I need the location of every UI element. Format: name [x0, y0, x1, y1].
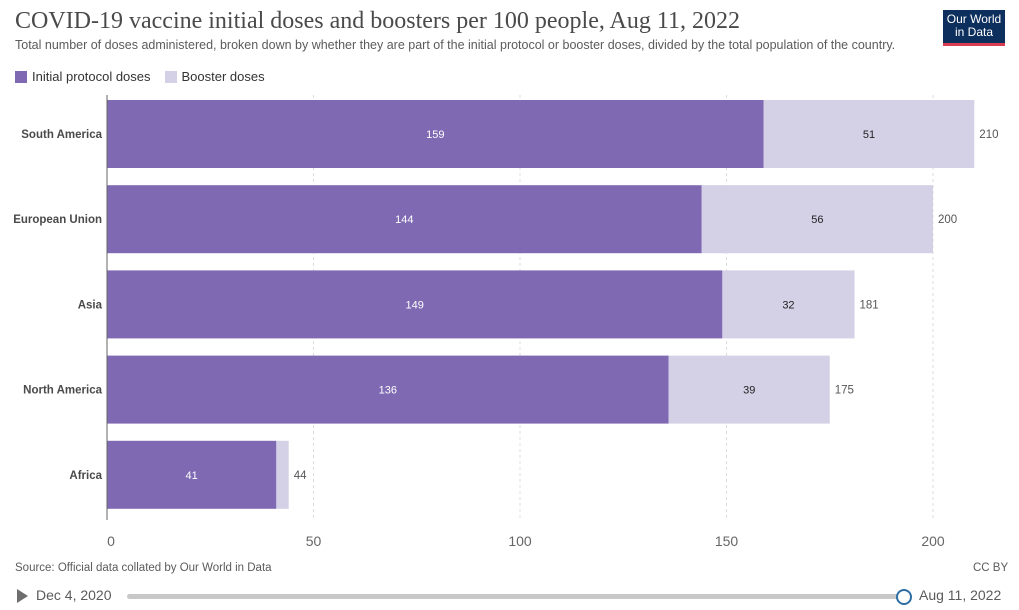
bar-south-america-initial[interactable]: [107, 100, 764, 168]
legend-label-booster: Booster doses: [181, 69, 265, 84]
legend-swatch-booster: [164, 70, 177, 83]
license-link[interactable]: CC BY: [973, 562, 1009, 574]
bar-label-north-america-booster: 39: [743, 385, 755, 397]
total-label-south-america: 210: [979, 129, 998, 141]
x-tick-label-50: 50: [306, 533, 322, 549]
category-label-africa: Africa: [69, 470, 102, 482]
owid-logo[interactable]: Our World in Data: [943, 10, 1005, 46]
total-label-asia: 181: [860, 299, 879, 311]
bar-label-north-america-initial: 136: [379, 385, 397, 397]
bar-asia-booster[interactable]: [722, 270, 855, 339]
chart-title: COVID-19 vaccine initial doses and boost…: [15, 8, 740, 34]
total-label-north-america: 175: [835, 385, 854, 397]
bar-european-union-initial[interactable]: [107, 185, 702, 254]
bar-north-america-initial[interactable]: [107, 355, 669, 424]
x-tick-label-200: 200: [921, 533, 945, 549]
timeline-start-label[interactable]: Dec 4, 2020: [36, 587, 112, 603]
bar-label-asia-initial: 149: [406, 299, 424, 311]
bar-asia-initial[interactable]: [107, 270, 723, 339]
legend: Initial protocol doses Booster doses: [15, 69, 279, 84]
bar-label-south-america-initial: 159: [426, 129, 444, 141]
timeline-end-label[interactable]: Aug 11, 2022: [919, 587, 1002, 603]
source-note: Source: Official data collated by Our Wo…: [15, 562, 272, 574]
total-label-european-union: 200: [938, 214, 957, 226]
logo-line-1: Our World: [946, 12, 1002, 26]
category-label-european-union: European Union: [13, 214, 102, 226]
bar-label-africa-initial: 41: [186, 470, 198, 482]
timeline-handle[interactable]: [896, 589, 912, 605]
bar-chart: 0 50 100 150 200 South America 159 51 210 Europea…: [13, 95, 998, 549]
bar-label-south-america-booster: 51: [863, 129, 875, 141]
legend-item-initial[interactable]: Initial protocol doses: [15, 69, 151, 84]
x-tick-label-150: 150: [715, 533, 739, 549]
bar-africa-booster[interactable]: [276, 440, 289, 509]
legend-item-booster[interactable]: Booster doses: [164, 69, 265, 84]
chart-subtitle: Total number of doses administered, brok…: [15, 38, 896, 52]
category-label-south-america: South America: [21, 129, 102, 141]
x-tick-label-100: 100: [508, 533, 532, 549]
logo-line-2: in Data: [954, 25, 994, 39]
bar-european-union-booster[interactable]: [701, 185, 933, 254]
x-tick-label-0: 0: [107, 533, 115, 549]
bar-label-european-union-initial: 144: [395, 214, 413, 226]
total-label-africa: 44: [294, 470, 307, 482]
category-label-asia: Asia: [78, 299, 103, 311]
legend-swatch-initial: [15, 70, 27, 83]
legend-label-initial: Initial protocol doses: [32, 69, 151, 84]
play-icon[interactable]: [17, 589, 28, 603]
bar-north-america-booster[interactable]: [668, 355, 830, 424]
bar-label-european-union-booster: 56: [811, 214, 823, 226]
bar-africa-initial[interactable]: [107, 440, 277, 509]
category-label-north-america: North America: [23, 385, 102, 397]
timeline-track[interactable]: [127, 594, 903, 599]
bar-south-america-booster[interactable]: [763, 100, 975, 168]
timeline: Dec 4, 2020 Aug 11, 2022: [0, 584, 1019, 610]
bar-label-asia-booster: 32: [782, 299, 794, 311]
